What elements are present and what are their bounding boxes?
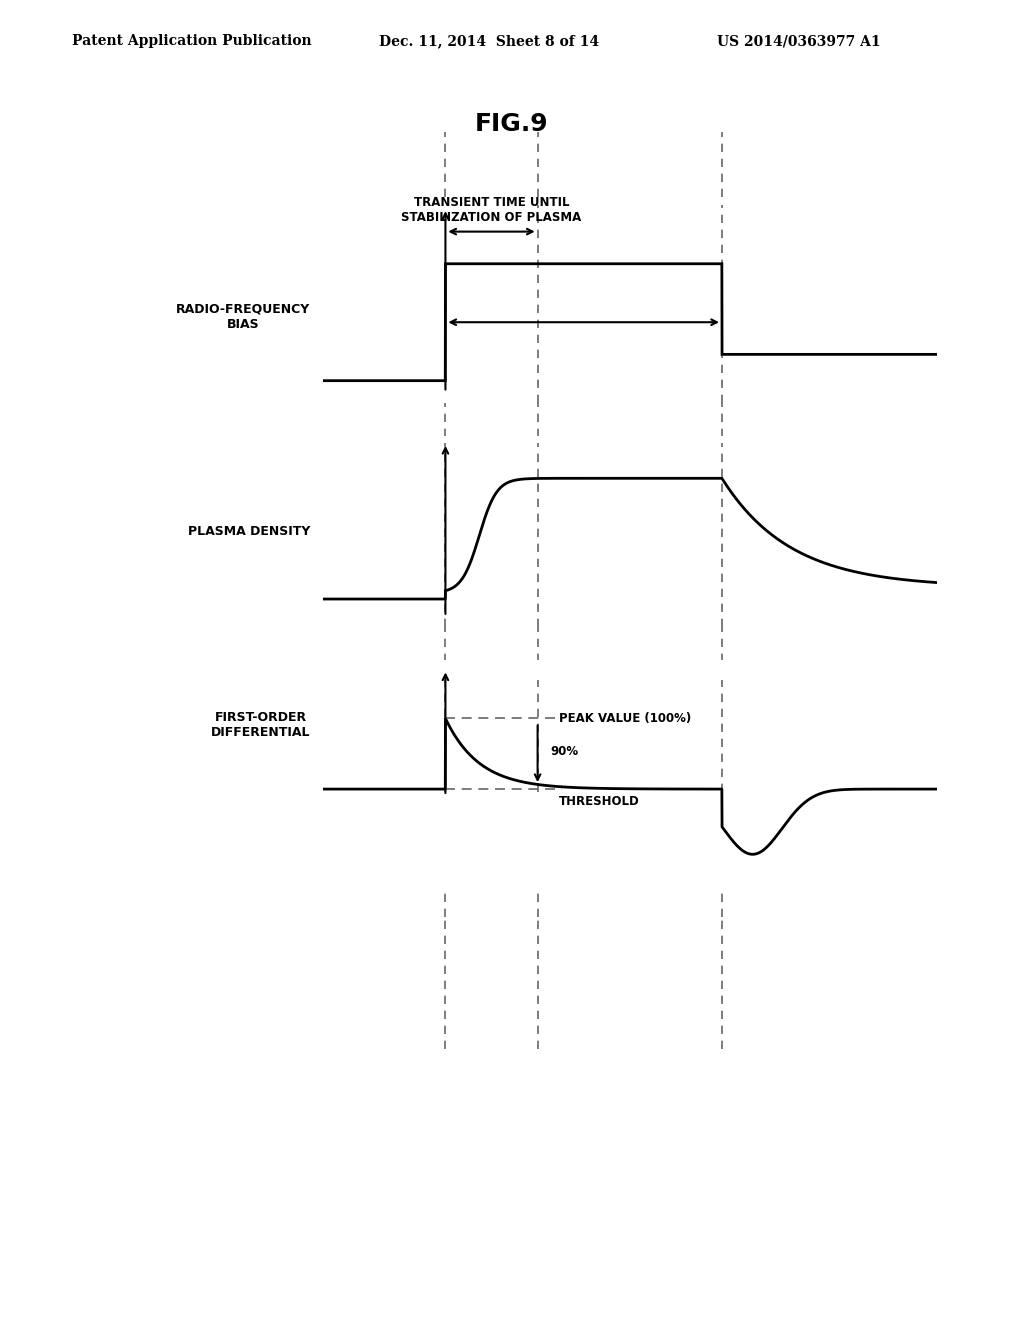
Text: Patent Application Publication: Patent Application Publication <box>72 34 311 49</box>
Text: TRANSIENT TIME UNTIL
STABILIZATION OF PLASMA: TRANSIENT TIME UNTIL STABILIZATION OF PL… <box>401 197 582 224</box>
Text: FIRST-ORDER
DIFFERENTIAL: FIRST-ORDER DIFFERENTIAL <box>211 710 310 739</box>
Text: PLASMA DENSITY: PLASMA DENSITY <box>187 525 310 537</box>
Text: Dec. 11, 2014  Sheet 8 of 14: Dec. 11, 2014 Sheet 8 of 14 <box>379 34 599 49</box>
Text: THRESHOLD: THRESHOLD <box>559 795 640 808</box>
Text: FIG.9: FIG.9 <box>475 112 549 136</box>
Text: US 2014/0363977 A1: US 2014/0363977 A1 <box>717 34 881 49</box>
Text: 90%: 90% <box>550 744 578 758</box>
Text: RADIO-FREQUENCY
BIAS: RADIO-FREQUENCY BIAS <box>176 302 310 331</box>
Text: PEAK VALUE (100%): PEAK VALUE (100%) <box>559 711 691 725</box>
